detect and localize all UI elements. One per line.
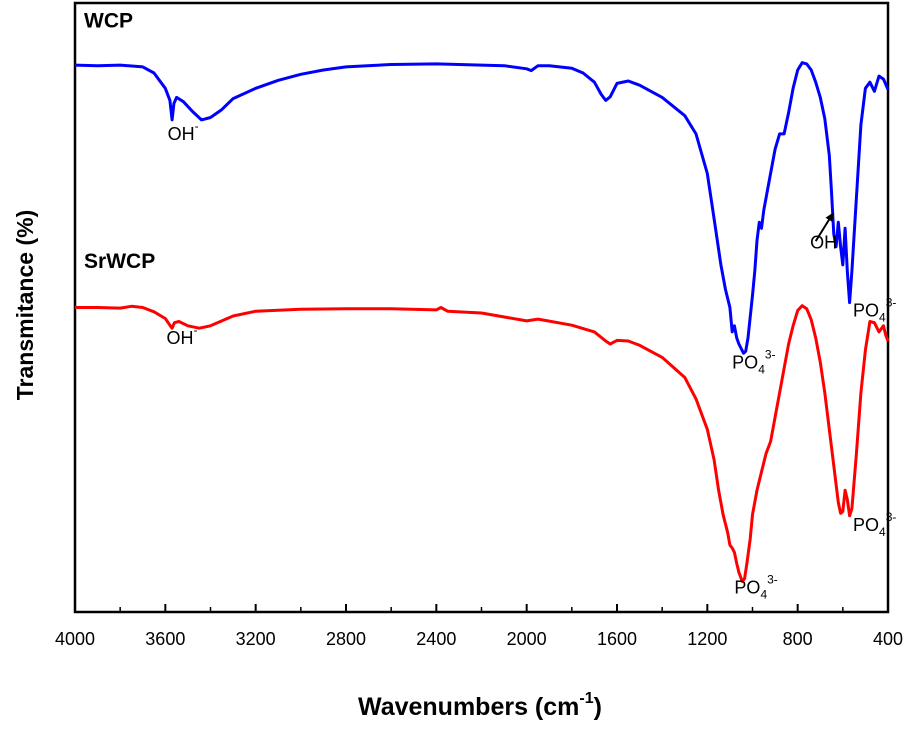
series-label: WCP bbox=[84, 9, 133, 32]
peak-annotation: PO43- bbox=[732, 347, 775, 376]
peak-annotation: OH- bbox=[166, 323, 197, 348]
series-layer bbox=[74, 61, 890, 583]
series-line-wcp bbox=[74, 61, 890, 355]
x-axis-title: Wavenumbers (cm-1) bbox=[358, 690, 602, 721]
peak-annotation: PO43- bbox=[734, 573, 777, 602]
plot-frame bbox=[73, 1, 890, 614]
plot-border bbox=[73, 1, 890, 614]
x-tick-label: 800 bbox=[783, 629, 813, 649]
peak-annotation: OH- bbox=[810, 227, 841, 252]
peak-annotation: OH- bbox=[168, 119, 199, 144]
x-tick-label: 3200 bbox=[236, 629, 276, 649]
annotation-arrow bbox=[814, 212, 834, 242]
x-tick-label: 1200 bbox=[687, 629, 727, 649]
x-tick-label: 2000 bbox=[507, 629, 547, 649]
peak-annotation: PO43- bbox=[853, 296, 896, 325]
series-line-srwcp bbox=[75, 304, 890, 583]
series-label: SrWCP bbox=[84, 250, 155, 273]
x-axis-ticks: 4000 3600 3200 2800 2400 2000 1600 1200 800 400 bbox=[55, 604, 903, 649]
x-axis-title-main: Wavenumbers (cm bbox=[358, 693, 579, 721]
x-tick-label: 2400 bbox=[416, 629, 456, 649]
x-tick-label: 2800 bbox=[326, 629, 366, 649]
x-axis-title-sup: -1 bbox=[579, 690, 593, 707]
x-axis-title-close: ) bbox=[594, 693, 602, 721]
series-labels: WCP SrWCP bbox=[84, 9, 155, 273]
peak-annotations: OH- OH- PO43- OH- PO43- PO43- PO43- bbox=[166, 119, 896, 602]
peak-annotation: PO43- bbox=[853, 510, 896, 539]
x-tick-label: 1600 bbox=[597, 629, 637, 649]
x-tick-label: 4000 bbox=[55, 629, 95, 649]
x-tick-label: 400 bbox=[873, 629, 903, 649]
x-tick-label: 3600 bbox=[145, 629, 185, 649]
y-axis-title: Transmitance (%) bbox=[12, 210, 38, 400]
